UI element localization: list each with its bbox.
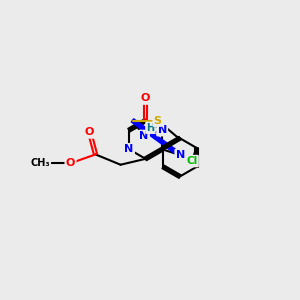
Text: Cl: Cl — [186, 156, 198, 166]
Text: CH₃: CH₃ — [30, 158, 50, 168]
Text: H: H — [146, 123, 154, 133]
Text: O: O — [85, 127, 94, 137]
Text: N: N — [124, 144, 134, 154]
Text: N: N — [176, 150, 185, 160]
Text: O: O — [141, 94, 150, 103]
Text: O: O — [66, 158, 75, 168]
Text: S: S — [154, 116, 162, 126]
Text: N: N — [139, 131, 148, 141]
Text: N: N — [158, 125, 167, 135]
